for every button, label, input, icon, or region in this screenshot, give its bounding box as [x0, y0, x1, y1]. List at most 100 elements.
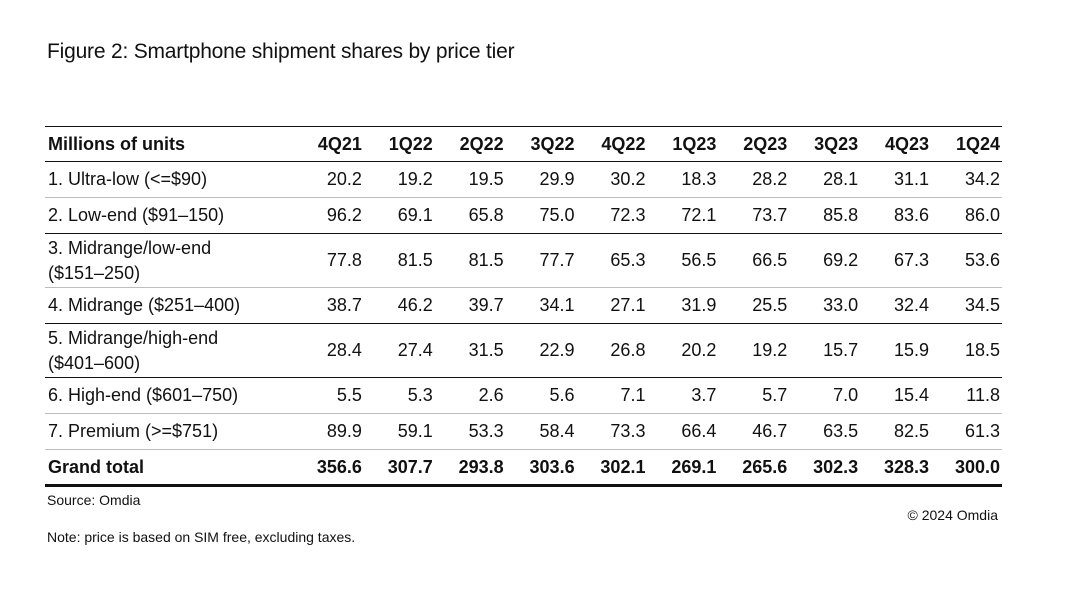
table-cell: 72.3: [610, 205, 646, 225]
table-cell: 33.0: [823, 295, 859, 315]
table-row: 4. Midrange ($251–400) 38.7 46.2 39.7 34…: [45, 288, 1002, 324]
table-cell: 69.1: [397, 205, 433, 225]
table-cell: 66.5: [752, 250, 788, 270]
row-label-line: 6. High-end ($601–750): [48, 385, 239, 405]
total-cell: 269.1: [671, 456, 717, 477]
total-cell: 265.6: [742, 456, 788, 477]
shipment-table: Millions of units 4Q21 1Q22 2Q22 3Q22 4Q…: [45, 126, 1002, 487]
table-row: 2. Low-end ($91–150) 96.2 69.1 65.8 75.0…: [45, 198, 1002, 234]
table-cell: 65.8: [468, 205, 504, 225]
table-cell: 85.8: [823, 205, 859, 225]
column-header: 4Q22: [601, 133, 646, 154]
table-header: Millions of units 4Q21 1Q22 2Q22 3Q22 4Q…: [45, 126, 1002, 162]
table-cell: 53.3: [468, 421, 504, 441]
total-cell: 307.7: [387, 456, 433, 477]
table-cell: 53.6: [964, 250, 1000, 270]
table-cell: 31.5: [468, 340, 504, 360]
row-label-line: 7. Premium (>=$751): [48, 421, 219, 441]
table-cell: 27.4: [397, 340, 433, 360]
total-cell: 300.0: [954, 456, 1000, 477]
table-cell: 46.2: [397, 295, 433, 315]
table-cell: 34.5: [964, 295, 1000, 315]
table-row: 7. Premium (>=$751) 89.9 59.1 53.3 58.4 …: [45, 414, 1002, 450]
table-cell: 59.1: [397, 421, 433, 441]
column-header: 1Q24: [955, 133, 1000, 154]
column-header: 2Q22: [459, 133, 504, 154]
table-cell: 15.7: [823, 340, 859, 360]
table-cell: 7.0: [833, 385, 859, 405]
table-cell: 15.9: [893, 340, 930, 360]
table-cell: 15.4: [893, 385, 930, 405]
table-cell: 77.7: [539, 250, 575, 270]
table-cell: 34.1: [539, 295, 575, 315]
table-cell: 63.5: [823, 421, 859, 441]
table-cell: 81.5: [397, 250, 433, 270]
table-cell: 69.2: [823, 250, 859, 270]
row-label-line: 4. Midrange ($251–400): [48, 295, 241, 315]
row-label: 1. Ultra-low (<=$90): [45, 162, 293, 198]
copyright-notice: © 2024 Omdia: [907, 507, 998, 523]
table-cell: 31.1: [893, 169, 930, 189]
table-cell: 27.1: [610, 295, 646, 315]
table-cell: 77.8: [326, 250, 362, 270]
table-cell: 5.7: [762, 385, 788, 405]
total-cell: 303.6: [529, 456, 575, 477]
table-cell: 11.8: [966, 385, 1000, 405]
table-cell: 81.5: [468, 250, 504, 270]
table-cell: 29.9: [539, 169, 575, 189]
table-cell: 30.2: [610, 169, 646, 189]
source-note: Source: Omdia: [47, 492, 141, 508]
table-row: 6. High-end ($601–750) 5.5 5.3 2.6 5.6 7…: [45, 378, 1002, 414]
column-header: 3Q22: [530, 133, 575, 154]
column-header: 4Q23: [884, 133, 930, 154]
table-cell: 28.2: [752, 169, 788, 189]
table-cell: 65.3: [610, 250, 646, 270]
column-header: 4Q21: [317, 133, 362, 154]
table-cell: 2.6: [478, 385, 504, 405]
table-cell: 5.3: [407, 385, 433, 405]
table-cell: 82.5: [893, 421, 930, 441]
table-row: 3. Midrange/low-end ($151–250) 77.8 81.5…: [45, 234, 1002, 288]
grand-total-label: Grand total: [48, 456, 145, 477]
header-row: Millions of units 4Q21 1Q22 2Q22 3Q22 4Q…: [45, 126, 1002, 162]
row-label-line: ($401–600): [48, 352, 141, 373]
table-cell: 67.3: [893, 250, 930, 270]
row-label-line: 1. Ultra-low (<=$90): [48, 169, 208, 189]
total-cell: 328.3: [883, 456, 930, 477]
header-label: Millions of units: [48, 133, 185, 154]
grand-total-row: Grand total 356.6 307.7 293.8 303.6 302.…: [45, 449, 1002, 486]
table-cell: 83.6: [893, 205, 930, 225]
total-cell: 293.8: [458, 456, 504, 477]
row-label-line: 3. Midrange/low-end: [48, 237, 212, 258]
row-label: 7. Premium (>=$751): [45, 414, 293, 450]
table-cell: 19.2: [397, 169, 433, 189]
table-cell: 61.3: [964, 421, 1000, 441]
total-cell: 302.3: [813, 456, 859, 477]
table-cell: 26.8: [610, 340, 646, 360]
row-label: 4. Midrange ($251–400): [45, 288, 293, 324]
table-cell: 31.9: [681, 295, 717, 315]
column-header: 1Q23: [672, 133, 717, 154]
row-label-line: 2. Low-end ($91–150): [48, 205, 225, 225]
row-label: 5. Midrange/high-end ($401–600): [45, 324, 293, 378]
table-cell: 58.4: [539, 421, 575, 441]
table-cell: 7.1: [620, 385, 646, 405]
column-header: 2Q23: [743, 133, 788, 154]
table-cell: 19.5: [468, 169, 504, 189]
table-cell: 39.7: [468, 295, 504, 315]
table-cell: 66.4: [681, 421, 717, 441]
table-row: 5. Midrange/high-end ($401–600) 28.4 27.…: [45, 324, 1002, 378]
table-cell: 75.0: [539, 205, 575, 225]
table-cell: 56.5: [681, 250, 717, 270]
table-cell: 5.6: [549, 385, 575, 405]
table-cell: 72.1: [681, 205, 717, 225]
table-cell: 18.5: [964, 340, 1000, 360]
table-cell: 38.7: [326, 295, 362, 315]
figure-title: Figure 2: Smartphone shipment shares by …: [47, 40, 515, 63]
table-cell: 89.9: [326, 421, 362, 441]
table-cell: 20.2: [681, 340, 717, 360]
table-cell: 86.0: [964, 205, 1000, 225]
footnote: Note: price is based on SIM free, exclud…: [47, 529, 356, 545]
table-cell: 5.5: [336, 385, 362, 405]
total-cell: 356.6: [316, 456, 362, 477]
